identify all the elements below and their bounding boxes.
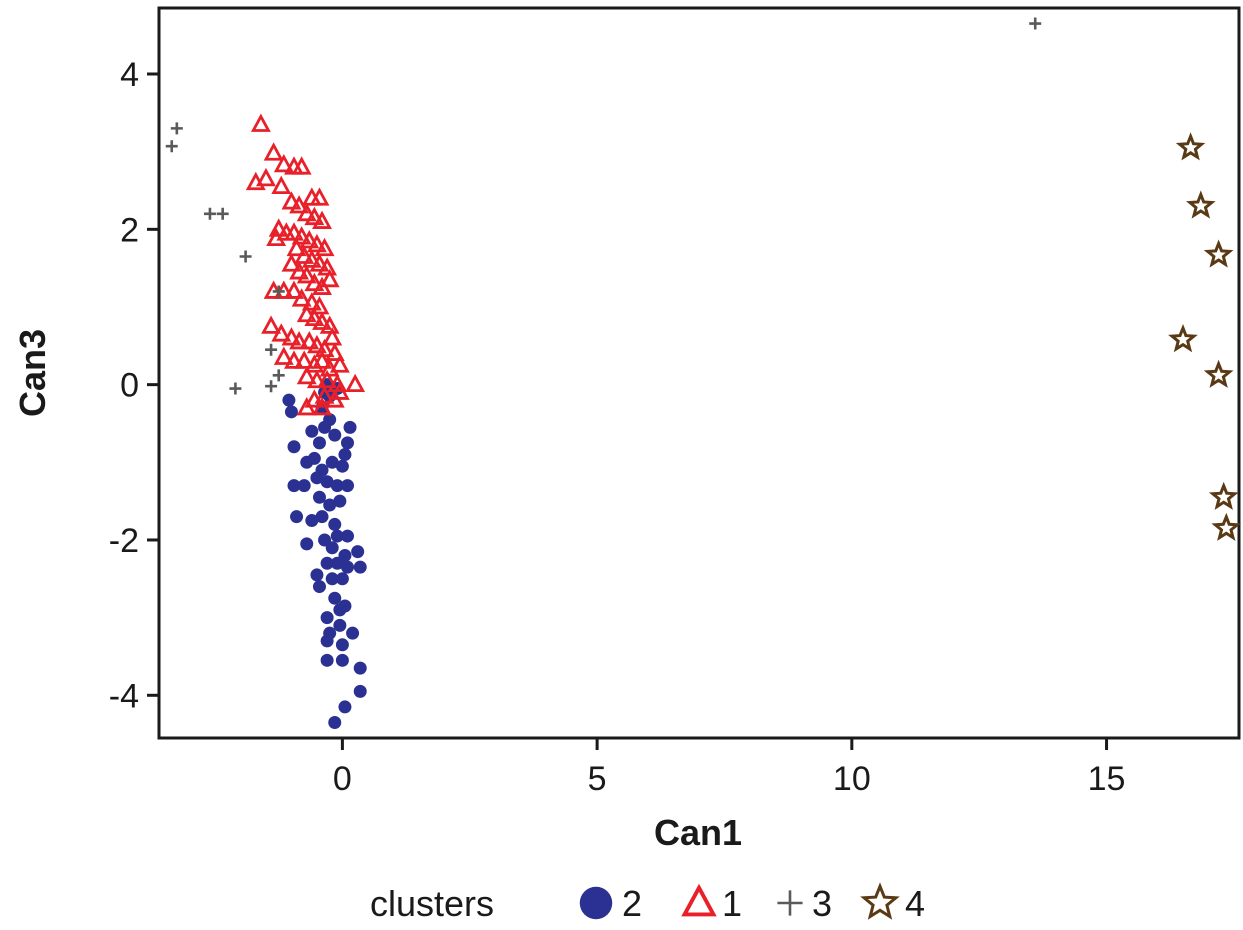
legend-item-2: 2 — [580, 883, 642, 924]
data-points — [166, 18, 1237, 729]
point-cluster-4 — [1215, 517, 1237, 538]
point-cluster-2 — [346, 627, 359, 640]
point-cluster-2 — [341, 479, 354, 492]
point-cluster-2 — [341, 561, 354, 574]
point-cluster-4 — [1213, 486, 1235, 507]
point-cluster-2 — [288, 440, 301, 453]
y-tick-label: -2 — [109, 522, 139, 560]
legend-title: clusters — [370, 883, 494, 924]
legend-item-3: 3 — [777, 883, 832, 924]
legend-label-4: 4 — [905, 883, 925, 924]
point-cluster-4 — [1180, 136, 1202, 157]
point-cluster-2 — [282, 394, 295, 407]
x-tick-label: 0 — [333, 760, 352, 798]
y-axis: -4 -2 0 2 4 — [109, 56, 159, 715]
point-cluster-2 — [328, 429, 341, 442]
legend-marker-1 — [685, 888, 714, 915]
x-axis-title: Can1 — [654, 812, 742, 853]
point-cluster-2 — [305, 425, 318, 438]
point-cluster-2 — [310, 568, 323, 581]
point-cluster-2 — [354, 561, 367, 574]
series-1 — [248, 116, 363, 413]
point-cluster-2 — [344, 421, 357, 434]
legend-marker-3 — [777, 890, 802, 915]
legend-marker-4 — [864, 886, 896, 916]
y-tick-label: -4 — [109, 677, 139, 715]
point-cluster-3 — [204, 208, 216, 220]
point-cluster-3 — [229, 383, 241, 395]
legend-label-1: 1 — [722, 883, 742, 924]
x-tick-label: 5 — [588, 760, 607, 798]
point-cluster-4 — [1172, 328, 1194, 349]
point-cluster-2 — [336, 654, 349, 667]
point-cluster-3 — [171, 122, 183, 134]
point-cluster-2 — [321, 611, 334, 624]
y-tick-label: 0 — [120, 367, 139, 405]
point-cluster-3 — [240, 251, 252, 263]
point-cluster-1 — [263, 318, 278, 332]
point-cluster-2 — [354, 662, 367, 675]
point-cluster-2 — [300, 456, 313, 469]
y-tick-label: 4 — [120, 56, 139, 94]
point-cluster-2 — [313, 436, 326, 449]
point-cluster-2 — [321, 634, 334, 647]
legend-item-1: 1 — [685, 883, 742, 924]
point-cluster-2 — [336, 638, 349, 651]
point-cluster-2 — [326, 541, 339, 554]
point-cluster-1 — [258, 171, 273, 185]
point-cluster-4 — [1190, 195, 1212, 216]
point-cluster-2 — [285, 405, 298, 418]
point-cluster-2 — [351, 545, 364, 558]
legend: clusters 2 1 3 4 — [370, 883, 925, 924]
point-cluster-3 — [166, 140, 178, 152]
point-cluster-3 — [273, 369, 285, 381]
point-cluster-2 — [341, 530, 354, 543]
point-cluster-4 — [1208, 244, 1230, 265]
point-cluster-3 — [265, 344, 277, 356]
point-cluster-2 — [328, 518, 341, 531]
point-cluster-2 — [338, 700, 351, 713]
x-axis: 0 5 10 15 — [333, 738, 1126, 798]
legend-marker-2 — [580, 887, 613, 920]
plot-frame — [159, 8, 1239, 738]
point-cluster-2 — [338, 599, 351, 612]
point-cluster-2 — [298, 479, 311, 492]
point-cluster-4 — [1208, 364, 1230, 385]
legend-label-3: 3 — [812, 883, 832, 924]
point-cluster-2 — [321, 654, 334, 667]
point-cluster-2 — [290, 510, 303, 523]
point-cluster-3 — [217, 208, 229, 220]
point-cluster-1 — [348, 377, 363, 391]
point-cluster-2 — [354, 685, 367, 698]
point-cluster-3 — [265, 380, 277, 392]
point-cluster-2 — [338, 448, 351, 461]
point-cluster-2 — [336, 460, 349, 473]
x-tick-label: 15 — [1088, 760, 1126, 798]
point-cluster-1 — [274, 179, 289, 193]
point-cluster-3 — [1029, 18, 1041, 30]
legend-item-4: 4 — [864, 883, 925, 924]
x-tick-label: 10 — [833, 760, 871, 798]
y-tick-label: 2 — [120, 211, 139, 249]
legend-label-2: 2 — [622, 883, 642, 924]
point-cluster-1 — [266, 145, 281, 159]
point-cluster-2 — [341, 436, 354, 449]
point-cluster-2 — [328, 716, 341, 729]
point-cluster-2 — [300, 537, 313, 550]
point-cluster-2 — [313, 580, 326, 593]
point-cluster-1 — [253, 116, 268, 130]
series-2 — [282, 378, 366, 729]
y-axis-title: Can3 — [12, 329, 53, 417]
series-4 — [1172, 136, 1237, 537]
point-cluster-2 — [333, 495, 346, 508]
point-cluster-2 — [336, 572, 349, 585]
point-cluster-2 — [316, 510, 329, 523]
